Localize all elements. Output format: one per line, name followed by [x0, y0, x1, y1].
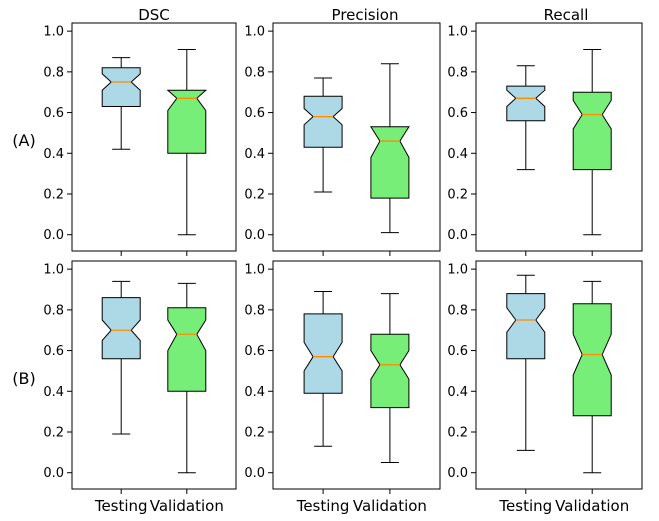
notched-box — [371, 334, 409, 407]
notched-box — [371, 127, 409, 198]
y-tick-label: 0.2 — [43, 188, 64, 203]
notched-box — [304, 314, 342, 393]
column-title-precision: Precision — [332, 6, 399, 24]
box-testing — [507, 66, 545, 170]
y-tick-label: 0.8 — [43, 303, 64, 318]
y-tick-label: 0.2 — [244, 188, 265, 203]
y-tick-label: 0.8 — [244, 65, 265, 80]
y-tick-label: 0.2 — [447, 188, 468, 203]
y-tick-label: 0.2 — [244, 426, 265, 441]
panel-frame — [72, 261, 236, 489]
box-testing — [102, 58, 140, 150]
panel-a-dsc: 0.0 0.2 0.4 0.6 0.8 1.0 — [43, 23, 236, 256]
column-title-recall: Recall — [544, 6, 589, 24]
y-tick-label: 0.8 — [43, 65, 64, 80]
y-tick-label: 0.4 — [244, 147, 265, 162]
y-tick-label: 0.6 — [447, 344, 468, 359]
y-tick-label: 0.6 — [447, 106, 468, 121]
y-tick-label: 0.2 — [447, 426, 468, 441]
panel-frame — [476, 261, 642, 489]
y-tick-label: 0.0 — [244, 228, 265, 243]
y-tick-label: 1.0 — [244, 263, 265, 278]
y-tick-label: 0.4 — [447, 147, 468, 162]
y-tick-label: 0.0 — [43, 466, 64, 481]
y-tick-label: 0.6 — [43, 344, 64, 359]
notched-box — [573, 304, 611, 416]
y-tick-label: 0.2 — [43, 426, 64, 441]
box-validation — [573, 49, 611, 234]
notched-box — [573, 92, 611, 169]
panels: 0.00.20.40.60.81.00.00.20.40.60.81.00.00… — [43, 23, 642, 515]
y-tick-label: 1.0 — [244, 25, 265, 40]
notched-box — [168, 90, 206, 153]
panel-frame — [273, 261, 440, 489]
y-tick-label: 0.4 — [43, 147, 64, 162]
y-tick-label: 0.0 — [447, 466, 468, 481]
notched-box — [102, 298, 140, 359]
row-label-a: (A) — [12, 131, 35, 150]
panel-frame — [476, 23, 642, 251]
y-tick-label: 1.0 — [447, 263, 468, 278]
notched-box — [168, 308, 206, 392]
y-tick-label: 1.0 — [43, 25, 64, 40]
notched-box — [304, 96, 342, 147]
box-testing — [507, 275, 545, 450]
y-tick-label: 0.4 — [43, 385, 64, 400]
notched-box — [507, 294, 545, 359]
box-validation — [371, 64, 409, 233]
box-testing — [304, 78, 342, 192]
y-tick-label: 0.0 — [43, 228, 64, 243]
box-validation — [573, 281, 611, 472]
panel-a-precision: 0.0 0.2 0.4 0.6 0.8 1.0 — [244, 23, 440, 256]
panel-frame — [72, 23, 236, 251]
box-validation — [168, 49, 206, 234]
panel-a-recall: 0.0 0.2 0.4 0.6 0.8 1.0 — [447, 23, 642, 256]
y-tick-label: 0.8 — [244, 303, 265, 318]
panel-b-recall: 0.0 0.2 0.4 0.6 0.8 1.0 Testing Validation — [447, 261, 642, 515]
panel-b-dsc: 0.0 0.2 0.4 0.6 0.8 1.0 Testing Validation — [43, 261, 236, 515]
x-tick-label-validation: Validation — [555, 497, 629, 515]
column-titles: DSC Precision Recall — [138, 6, 588, 24]
column-title-dsc: DSC — [138, 6, 170, 24]
notched-box — [507, 86, 545, 121]
y-tick-label: 0.6 — [43, 106, 64, 121]
y-tick-label: 0.8 — [447, 65, 468, 80]
y-tick-label: 0.0 — [447, 228, 468, 243]
y-tick-label: 0.0 — [244, 466, 265, 481]
y-tick-label: 0.6 — [244, 106, 265, 121]
x-tick-label-testing: Testing — [296, 497, 350, 515]
panel-b-precision: 0.0 0.2 0.4 0.6 0.8 1.0 Testing Validation — [244, 261, 440, 515]
row-label-b: (B) — [12, 369, 35, 388]
y-tick-label: 1.0 — [43, 263, 64, 278]
box-testing — [304, 292, 342, 447]
x-tick-label-testing: Testing — [498, 497, 552, 515]
y-tick-label: 0.6 — [244, 344, 265, 359]
box-testing — [102, 281, 140, 434]
row-labels: (A) (B) — [12, 131, 35, 388]
x-tick-label-testing: Testing — [94, 497, 148, 515]
y-tick-label: 0.4 — [244, 385, 265, 400]
x-tick-label-validation: Validation — [150, 497, 224, 515]
notched-box — [102, 68, 140, 107]
panel-frame — [273, 23, 440, 251]
box-validation — [168, 283, 206, 472]
y-tick-label: 0.4 — [447, 385, 468, 400]
y-tick-label: 1.0 — [447, 25, 468, 40]
x-tick-label-validation: Validation — [353, 497, 427, 515]
y-tick-label: 0.8 — [447, 303, 468, 318]
box-validation — [371, 294, 409, 463]
